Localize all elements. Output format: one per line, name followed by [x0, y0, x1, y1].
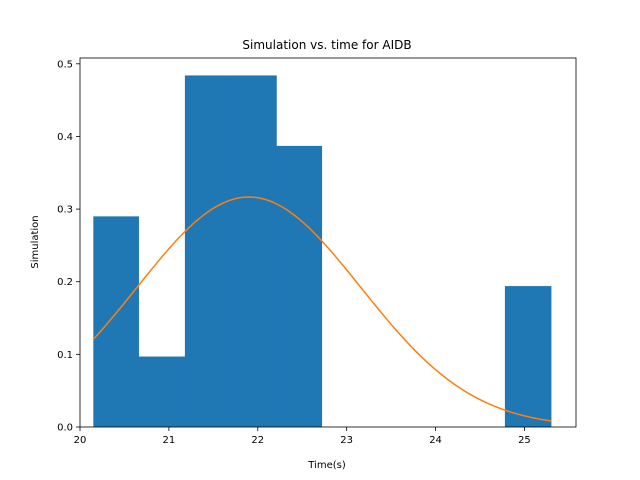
- x-tick-label: 23: [340, 435, 353, 446]
- y-tick-label: 0.3: [57, 205, 73, 216]
- histogram-bar-9: [504, 286, 552, 427]
- histogram-bar-1: [138, 356, 186, 427]
- histogram-bar-4: [276, 145, 323, 428]
- y-tick-label: 0.2: [57, 277, 73, 288]
- y-tick-label: 0.0: [57, 423, 73, 434]
- histogram-bar-2: [184, 75, 231, 427]
- y-axis-label: Simulation: [30, 215, 41, 268]
- normal-fit-curve: [92, 196, 552, 422]
- chart-title: Simulation vs. time for AIDB: [242, 38, 411, 52]
- x-tick-label: 24: [429, 435, 442, 446]
- curve-layer: [92, 196, 552, 422]
- y-axis: 0.0 0.1 0.2 0.3 0.4 0.5: [57, 59, 80, 434]
- x-tick-label: 21: [163, 435, 176, 446]
- histogram-bar-3: [230, 75, 277, 427]
- x-axis-label: Time(s): [307, 460, 346, 471]
- y-tick-label: 0.1: [57, 350, 73, 361]
- bars-layer: [93, 75, 552, 428]
- x-tick-label: 25: [518, 435, 531, 446]
- y-tick-label: 0.5: [57, 59, 73, 70]
- y-tick-label: 0.4: [57, 132, 73, 143]
- x-tick-label: 22: [251, 435, 264, 446]
- x-axis: 20 21 22 23 24 25: [74, 427, 531, 446]
- plot-frame: [79, 57, 577, 428]
- x-tick-label: 20: [74, 435, 87, 446]
- histogram-bar-0: [93, 216, 139, 427]
